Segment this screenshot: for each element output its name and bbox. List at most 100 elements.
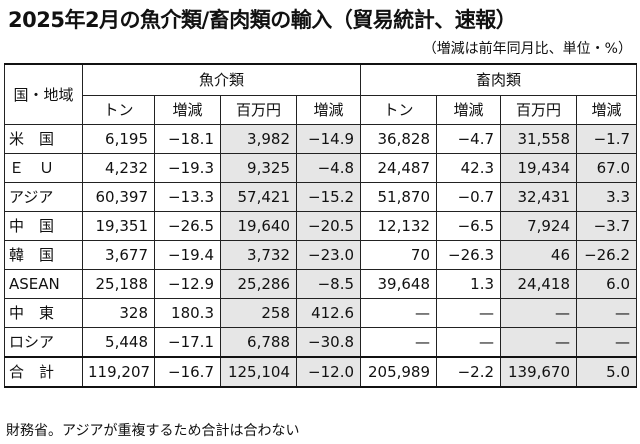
- value-cell: —: [436, 327, 502, 358]
- value-cell: —: [576, 298, 638, 328]
- table-row: ASEAN 25,188 −12.9 25,286 −8.5 39,648 1.3 24,41…: [4, 269, 638, 299]
- value-cell: −16.7: [154, 356, 221, 388]
- value-cell: 46: [500, 240, 578, 270]
- value-cell: 3,732: [220, 240, 297, 270]
- value-cell: 31,558: [500, 124, 578, 154]
- value-cell: 36,828: [360, 124, 438, 154]
- value-cell: 19,434: [500, 153, 578, 183]
- region-cell: 中 国: [4, 211, 83, 241]
- sub-header-seafood-ton: トン: [82, 95, 155, 125]
- value-cell: 258: [220, 298, 297, 328]
- value-cell: —: [360, 327, 438, 358]
- value-cell: −8.5: [295, 269, 362, 299]
- sub-header-row: トン 増減 百万円 増減 トン 増減 百万円 増減: [5, 95, 638, 125]
- value-cell: 19,640: [220, 211, 297, 241]
- sub-header-meat-million-yen: 百万円: [500, 95, 578, 125]
- value-cell: 5,448: [82, 327, 155, 358]
- value-cell: −13.3: [154, 182, 221, 212]
- value-cell: 60,397: [82, 182, 155, 212]
- value-cell: 3.3: [576, 182, 638, 212]
- value-cell: −1.7: [576, 124, 638, 154]
- region-cell: ASEAN: [4, 269, 83, 299]
- table-body: 米 国 6,195 −18.1 3,982 −14.9 36,828 −4.7 31,558−…: [4, 124, 638, 388]
- table-row: アジア 60,397 −13.3 57,421 −15.2 51,870 −0.7 32,43…: [4, 182, 638, 212]
- value-cell: −4.8: [295, 153, 362, 183]
- value-cell: −14.9: [295, 124, 362, 154]
- table-row: 韓 国 3,677 −19.4 3,732 −23.0 70 −26.3 46 −26.2: [4, 240, 638, 270]
- value-cell: —: [360, 298, 438, 328]
- value-cell: 139,670: [500, 356, 578, 388]
- value-cell: 1.3: [436, 269, 502, 299]
- value-cell: 32,431: [500, 182, 578, 212]
- value-cell: —: [500, 298, 578, 328]
- value-cell: 24,418: [500, 269, 578, 299]
- value-cell: −30.8: [295, 327, 362, 358]
- table-row: 中 国 19,351 −26.5 19,640 −20.5 12,132 −6.5 7,924…: [4, 211, 638, 241]
- value-cell: 25,286: [220, 269, 297, 299]
- value-cell: −26.5: [154, 211, 221, 241]
- region-header: 国・地域: [4, 63, 83, 125]
- value-cell: 6,195: [82, 124, 155, 154]
- table-row: 中 東 328 180.3 258 412.6— — — —: [4, 298, 638, 328]
- sub-header-meat-ton: トン: [360, 95, 438, 125]
- value-cell: 6.0: [576, 269, 638, 299]
- value-cell: 70: [360, 240, 438, 270]
- value-cell: —: [576, 327, 638, 358]
- value-cell: −20.5: [295, 211, 362, 241]
- value-cell: 328: [82, 298, 155, 328]
- value-cell: 3,677: [82, 240, 155, 270]
- unit-note: （増減は前年同月比、単位・%）: [422, 41, 632, 57]
- footnote: 財務省。アジアが重複するため合計は合わない: [6, 423, 300, 439]
- value-cell: 5.0: [576, 356, 638, 388]
- sub-header-meat-ton-change: 増減: [436, 95, 502, 125]
- value-cell: −18.1: [154, 124, 221, 154]
- value-cell: 9,325: [220, 153, 297, 183]
- value-cell: 12,132: [360, 211, 438, 241]
- value-cell: 7,924: [500, 211, 578, 241]
- value-cell: −12.0: [295, 356, 362, 388]
- page-title: 2025年2月の魚介類/畜肉類の輸入（貿易統計、速報）: [8, 8, 517, 32]
- value-cell: 39,648: [360, 269, 438, 299]
- value-cell: −6.5: [436, 211, 502, 241]
- region-cell: アジア: [4, 182, 83, 212]
- value-cell: —: [436, 298, 502, 328]
- value-cell: −17.1: [154, 327, 221, 358]
- value-cell: 4,232: [82, 153, 155, 183]
- value-cell: 3,982: [220, 124, 297, 154]
- value-cell: −15.2: [295, 182, 362, 212]
- sub-header-seafood-million-yen: 百万円: [220, 95, 297, 125]
- region-cell: 合 計: [4, 356, 83, 388]
- value-cell: 24,487: [360, 153, 438, 183]
- region-cell: 中 東: [4, 298, 83, 328]
- value-cell: −2.2: [436, 356, 502, 388]
- value-cell: 42.3: [436, 153, 502, 183]
- value-cell: 125,104: [220, 356, 297, 388]
- value-cell: −12.9: [154, 269, 221, 299]
- region-cell: 米 国: [4, 124, 83, 154]
- sub-header-meat-yen-change: 増減: [576, 95, 638, 125]
- sub-header-seafood-ton-change: 増減: [154, 95, 221, 125]
- value-cell: 412.6: [295, 298, 362, 328]
- sub-header-seafood-yen-change: 増減: [295, 95, 362, 125]
- value-cell: 180.3: [154, 298, 221, 328]
- region-cell: Ｅ Ｕ: [4, 153, 83, 183]
- value-cell: 67.0: [576, 153, 638, 183]
- value-cell: −26.3: [436, 240, 502, 270]
- region-cell: 韓 国: [4, 240, 83, 270]
- value-cell: 6,788: [220, 327, 297, 358]
- import-table: 国・地域 魚介類 畜肉類 トン 増減 百万円 増減 トン 増減 百万円 増減 米…: [4, 63, 638, 388]
- value-cell: −19.3: [154, 153, 221, 183]
- value-cell: −19.4: [154, 240, 221, 270]
- value-cell: 51,870: [360, 182, 438, 212]
- table-row: ロシア 5,448 −17.1 6,788 −30.8— — — —: [4, 327, 638, 358]
- group-header-row: 国・地域 魚介類 畜肉類: [4, 63, 638, 125]
- value-cell: 19,351: [82, 211, 155, 241]
- value-cell: −0.7: [436, 182, 502, 212]
- table-row: 合 計 119,207 −16.7 125,104 −12.0 205,989 −2.2 13…: [4, 356, 638, 388]
- region-cell: ロシア: [4, 327, 83, 358]
- table-row: Ｅ Ｕ 4,232 −19.3 9,325 −4.8 24,487 42.3 19,434 67…: [4, 153, 638, 183]
- value-cell: −3.7: [576, 211, 638, 241]
- value-cell: 25,188: [82, 269, 155, 299]
- value-cell: 119,207: [82, 356, 155, 388]
- value-cell: 205,989: [360, 356, 438, 388]
